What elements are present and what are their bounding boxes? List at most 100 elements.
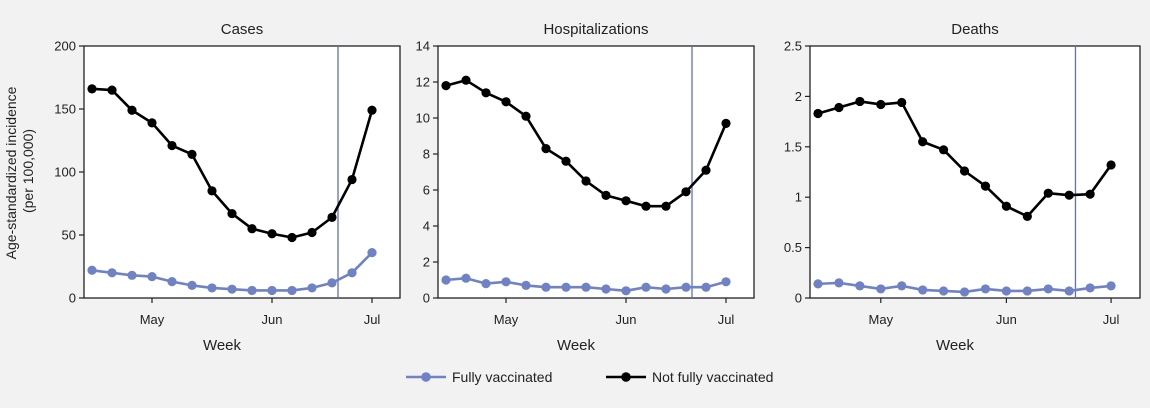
data-point (855, 281, 865, 291)
data-point (267, 229, 277, 239)
data-point (918, 285, 928, 295)
y-tick-label: 100 (54, 165, 76, 180)
x-axis-label: Week (936, 337, 975, 354)
data-point (541, 282, 551, 292)
data-point (521, 280, 531, 290)
panel-deaths: Deaths 0 0.5 1 1.5 2 2.5 May Jun Jul Week (784, 21, 1141, 354)
data-point (601, 190, 611, 200)
data-point (521, 111, 531, 121)
data-point (581, 282, 591, 292)
panel-cases: Cases 0 50 100 150 200 May Jun Jul Week (54, 21, 401, 354)
y-tick-label: 0 (795, 291, 802, 306)
series-fully-vaccinated (87, 248, 377, 296)
data-point (1085, 189, 1095, 199)
data-point (307, 227, 317, 238)
series-fully-vaccinated (813, 278, 1116, 297)
data-point (918, 137, 928, 147)
data-point (701, 282, 711, 292)
data-point (87, 84, 97, 94)
y-tick-label: 8 (423, 147, 430, 162)
x-tick-label: Jul (364, 312, 381, 327)
legend-label: Fully vaccinated (452, 369, 552, 385)
data-point (501, 97, 511, 107)
data-point (347, 268, 357, 278)
data-point (347, 174, 357, 185)
data-point (1106, 160, 1116, 170)
x-tick-label: May (140, 312, 165, 327)
data-point (481, 279, 491, 289)
data-point (327, 278, 337, 288)
y-axis-label-line-2: (per 100,000) (20, 129, 36, 213)
y-tick-label: 6 (423, 183, 430, 198)
y-tick-label: 150 (54, 102, 76, 117)
series-not-fully-vaccinated (87, 84, 377, 243)
y-tick-label: 50 (62, 228, 76, 243)
x-tick-label: Jun (996, 312, 1017, 327)
panel-title: Hospitalizations (543, 21, 648, 38)
data-point (167, 140, 177, 151)
data-point (247, 285, 257, 296)
data-point (367, 248, 377, 258)
data-point (834, 102, 844, 113)
data-point (681, 187, 691, 197)
data-point (601, 284, 611, 294)
data-point (641, 201, 651, 211)
data-point (107, 85, 117, 95)
data-point (461, 273, 471, 283)
data-point (661, 201, 671, 211)
data-point (1001, 201, 1012, 211)
y-tick-label: 0.5 (784, 240, 802, 255)
data-point (167, 277, 177, 287)
data-point (561, 282, 571, 292)
legend-marker (621, 372, 631, 382)
series-not-fully-vaccinated (813, 96, 1116, 221)
y-tick-label: 10 (416, 111, 430, 126)
data-point (959, 166, 970, 176)
legend-marker (421, 372, 431, 382)
data-point (581, 176, 591, 186)
data-point (721, 277, 731, 287)
data-point (939, 145, 949, 155)
data-point (959, 287, 970, 297)
legend-item-1: Fully vaccinated (406, 369, 552, 385)
panel-title: Deaths (951, 21, 999, 38)
data-point (147, 118, 157, 128)
x-tick-label: Jul (1103, 312, 1120, 327)
data-point (813, 108, 823, 119)
y-tick-label: 2 (423, 255, 430, 270)
y-tick-label: 14 (416, 39, 430, 54)
data-point (441, 81, 451, 91)
data-point (980, 284, 991, 294)
data-point (501, 277, 511, 287)
data-point (441, 275, 451, 285)
y-tick-label: 0 (423, 291, 430, 306)
data-point (834, 278, 844, 288)
data-point (227, 208, 237, 219)
data-point (327, 212, 337, 222)
data-point (876, 99, 886, 110)
data-point (541, 144, 551, 154)
data-point (701, 165, 711, 175)
data-point (247, 224, 257, 234)
data-point (207, 186, 217, 196)
data-point (721, 118, 731, 128)
x-tick-label: May (869, 312, 894, 327)
data-point (87, 265, 97, 275)
legend: Fully vaccinated Not fully vaccinated (406, 369, 773, 385)
data-point (147, 271, 157, 282)
data-point (287, 232, 297, 243)
data-point (307, 283, 317, 293)
y-tick-label: 1.5 (784, 139, 802, 154)
series-not-fully-vaccinated (441, 75, 731, 211)
y-tick-label: 200 (54, 39, 76, 54)
data-point (621, 286, 631, 296)
data-point (187, 149, 197, 159)
data-point (207, 283, 217, 293)
y-axis-label-line-1: Age-standardized incidence (3, 86, 19, 259)
data-point (107, 268, 117, 278)
data-point (1106, 281, 1116, 291)
legend-label: Not fully vaccinated (652, 369, 773, 385)
y-tick-label: 1 (795, 190, 802, 205)
x-tick-label: Jun (262, 312, 283, 327)
